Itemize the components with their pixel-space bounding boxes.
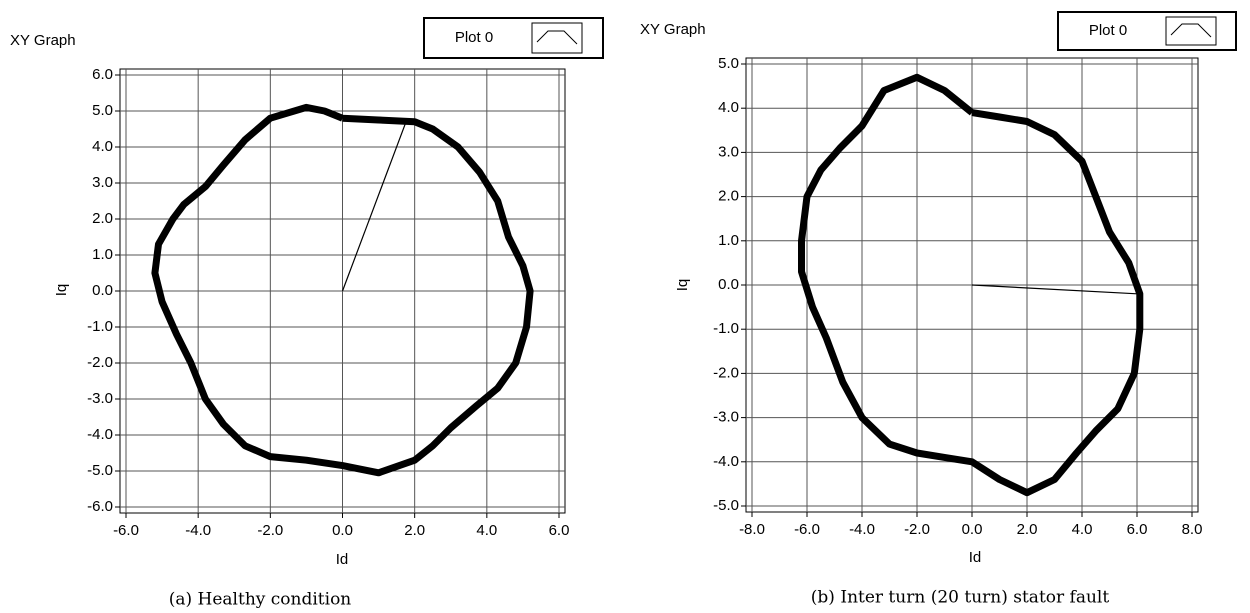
- legend-swatch: [536, 30, 578, 45]
- x-tick-label: 0.0: [962, 521, 983, 538]
- y-tick-label: -2.0: [713, 364, 739, 381]
- x-tick-label: 4.0: [476, 522, 497, 539]
- x-tick-label: -6.0: [794, 521, 820, 538]
- x-tick-label: 6.0: [549, 522, 570, 539]
- x-tick-label: -6.0: [113, 522, 139, 539]
- x-tick-label: -2.0: [257, 522, 283, 539]
- x-axis-label: Id: [336, 551, 349, 568]
- x-tick-label: 8.0: [1182, 521, 1203, 538]
- data-line: [798, 73, 1144, 497]
- legend-icon: [531, 22, 583, 54]
- chart-title: XY Graph: [10, 32, 76, 49]
- y-tick-label: 4.0: [92, 138, 113, 155]
- y-tick-label: 3.0: [718, 143, 739, 160]
- legend-icon: [1165, 16, 1217, 46]
- y-tick-label: -1.0: [87, 318, 113, 335]
- y-tick-label: 2.0: [92, 210, 113, 227]
- y-tick-label: -6.0: [87, 498, 113, 515]
- x-tick-label: 2.0: [404, 522, 425, 539]
- y-tick-label: 6.0: [92, 66, 113, 83]
- x-tick-label: -2.0: [904, 521, 930, 538]
- x-tick-label: 4.0: [1072, 521, 1093, 538]
- y-tick-label: -4.0: [713, 453, 739, 470]
- y-tick-label: -5.0: [87, 462, 113, 479]
- y-tick-label: 0.0: [718, 276, 739, 293]
- y-tick-label: 1.0: [92, 246, 113, 263]
- x-tick-label: -4.0: [849, 521, 875, 538]
- y-tick-label: -5.0: [713, 497, 739, 514]
- y-tick-label: 5.0: [718, 55, 739, 72]
- caption: (a) Healthy condition: [169, 590, 352, 610]
- x-tick-label: -4.0: [185, 522, 211, 539]
- x-tick-label: 2.0: [1017, 521, 1038, 538]
- data-line: [151, 103, 534, 477]
- y-axis-label: Iq: [53, 284, 70, 297]
- legend-swatch: [1170, 23, 1212, 38]
- legend-label: Plot 0: [1089, 22, 1127, 39]
- y-tick-label: 4.0: [718, 99, 739, 116]
- y-axis-label: Iq: [674, 279, 691, 292]
- y-tick-label: 2.0: [718, 188, 739, 205]
- y-tick-label: -2.0: [87, 354, 113, 371]
- y-tick-label: -4.0: [87, 426, 113, 443]
- y-tick-label: 0.0: [92, 282, 113, 299]
- y-tick-label: 3.0: [92, 174, 113, 191]
- legend-label: Plot 0: [455, 29, 493, 46]
- y-tick-label: 5.0: [92, 102, 113, 119]
- x-tick-label: 6.0: [1127, 521, 1148, 538]
- x-tick-label: -8.0: [739, 521, 765, 538]
- data-line: [341, 117, 408, 292]
- x-axis-label: Id: [969, 549, 982, 566]
- y-tick-label: -1.0: [713, 320, 739, 337]
- data-line: [971, 284, 1138, 295]
- caption: (b) Inter turn (20 turn) stator fault: [811, 588, 1110, 608]
- chart-title: XY Graph: [640, 21, 706, 38]
- x-tick-label: 0.0: [332, 522, 353, 539]
- y-tick-label: -3.0: [87, 390, 113, 407]
- y-tick-label: -3.0: [713, 409, 739, 426]
- y-tick-label: 1.0: [718, 232, 739, 249]
